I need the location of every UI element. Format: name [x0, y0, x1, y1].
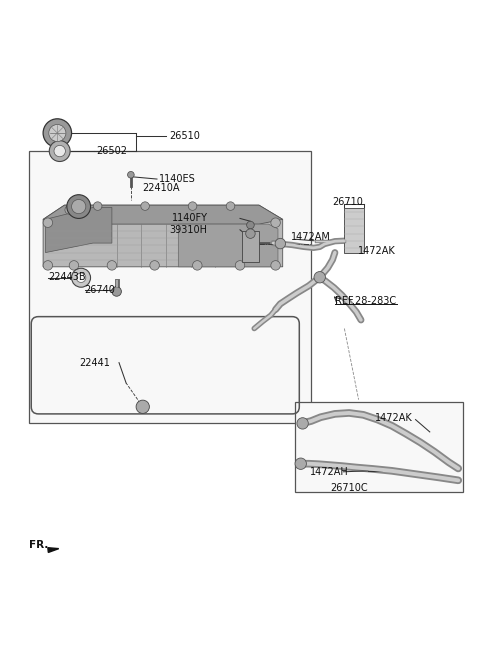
Circle shape	[314, 271, 325, 283]
Text: 26710: 26710	[333, 197, 363, 208]
Text: 1140FY: 1140FY	[172, 213, 208, 223]
Text: 22441: 22441	[80, 357, 110, 368]
Circle shape	[271, 218, 280, 227]
Circle shape	[112, 286, 121, 296]
Circle shape	[67, 194, 91, 218]
Circle shape	[43, 218, 53, 227]
Text: 1472AK: 1472AK	[358, 246, 396, 256]
Text: 26710C: 26710C	[330, 484, 368, 493]
Text: 22410A: 22410A	[143, 183, 180, 193]
Circle shape	[271, 261, 280, 270]
Circle shape	[246, 229, 255, 238]
Circle shape	[65, 206, 73, 214]
Circle shape	[128, 171, 134, 178]
Circle shape	[141, 202, 149, 210]
Polygon shape	[48, 548, 59, 553]
Circle shape	[54, 145, 65, 157]
Circle shape	[49, 141, 70, 162]
Circle shape	[188, 202, 197, 210]
Circle shape	[43, 119, 72, 147]
Circle shape	[295, 458, 306, 469]
Polygon shape	[46, 208, 112, 252]
Text: REF.28-283C: REF.28-283C	[335, 296, 396, 306]
Circle shape	[192, 261, 202, 270]
Circle shape	[43, 261, 53, 270]
Text: 1472AK: 1472AK	[375, 413, 412, 422]
Circle shape	[136, 400, 149, 413]
Circle shape	[150, 261, 159, 270]
Circle shape	[107, 261, 117, 270]
Text: FR.: FR.	[29, 540, 48, 550]
Text: 1140ES: 1140ES	[159, 174, 196, 184]
Circle shape	[226, 202, 235, 210]
Bar	[295, 402, 463, 492]
Circle shape	[49, 124, 66, 141]
Circle shape	[76, 273, 86, 283]
Circle shape	[275, 238, 286, 249]
Text: 39310H: 39310H	[170, 225, 208, 235]
Polygon shape	[43, 205, 283, 224]
Bar	[242, 231, 259, 262]
Circle shape	[69, 261, 79, 270]
Circle shape	[72, 268, 91, 287]
Text: 1472AM: 1472AM	[291, 233, 331, 242]
Text: 26510: 26510	[169, 131, 200, 141]
Bar	[29, 150, 311, 423]
Polygon shape	[179, 224, 278, 267]
Bar	[344, 208, 364, 252]
Circle shape	[297, 418, 308, 429]
Text: 1472AH: 1472AH	[310, 466, 349, 477]
Text: 26502: 26502	[96, 146, 127, 156]
Circle shape	[72, 200, 86, 214]
Text: 26740: 26740	[84, 284, 115, 294]
Circle shape	[235, 261, 245, 270]
Polygon shape	[43, 205, 283, 267]
Circle shape	[247, 221, 254, 229]
Circle shape	[94, 202, 102, 210]
Text: 22443B: 22443B	[48, 272, 85, 282]
